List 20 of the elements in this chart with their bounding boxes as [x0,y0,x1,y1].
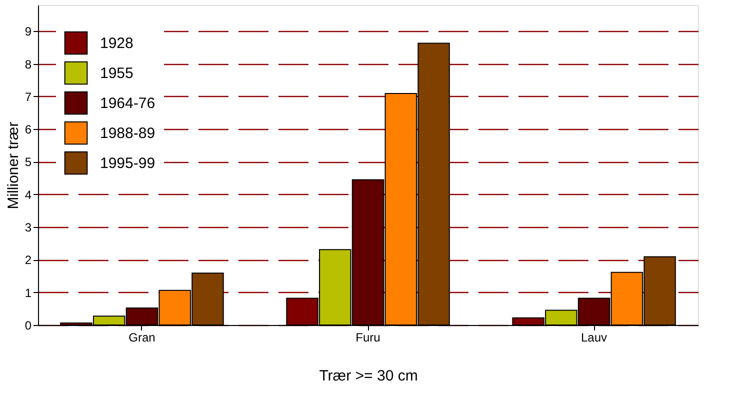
y-tick-label: 3 [24,220,32,235]
y-tick-label: 8 [24,57,32,72]
x-tick-label: Furu [356,330,380,344]
x-tick-label: Gran [128,330,156,344]
y-tick-label: 1 [24,286,32,300]
legend-label: 1988-89 [100,125,156,142]
y-tick-label: 6 [24,122,32,137]
x-axis-title: Trær >= 30 cm [319,368,418,384]
legend-label: 1964-76 [100,95,156,112]
y-tick-label: 7 [24,90,32,104]
y-tick-label: 0 [24,318,32,332]
y-tick-label: 4 [24,188,32,202]
y-tick-label: 5 [24,155,32,170]
y-tick-label: 2 [24,253,32,268]
legend-label: 1995-99 [100,155,156,172]
y-axis-title: Millioner trær [4,122,22,210]
legend-label: 1955 [100,65,134,82]
legend-label: 1928 [100,35,134,52]
y-tick-label: 9 [24,24,32,39]
x-tick-label: Lauv [581,330,608,344]
